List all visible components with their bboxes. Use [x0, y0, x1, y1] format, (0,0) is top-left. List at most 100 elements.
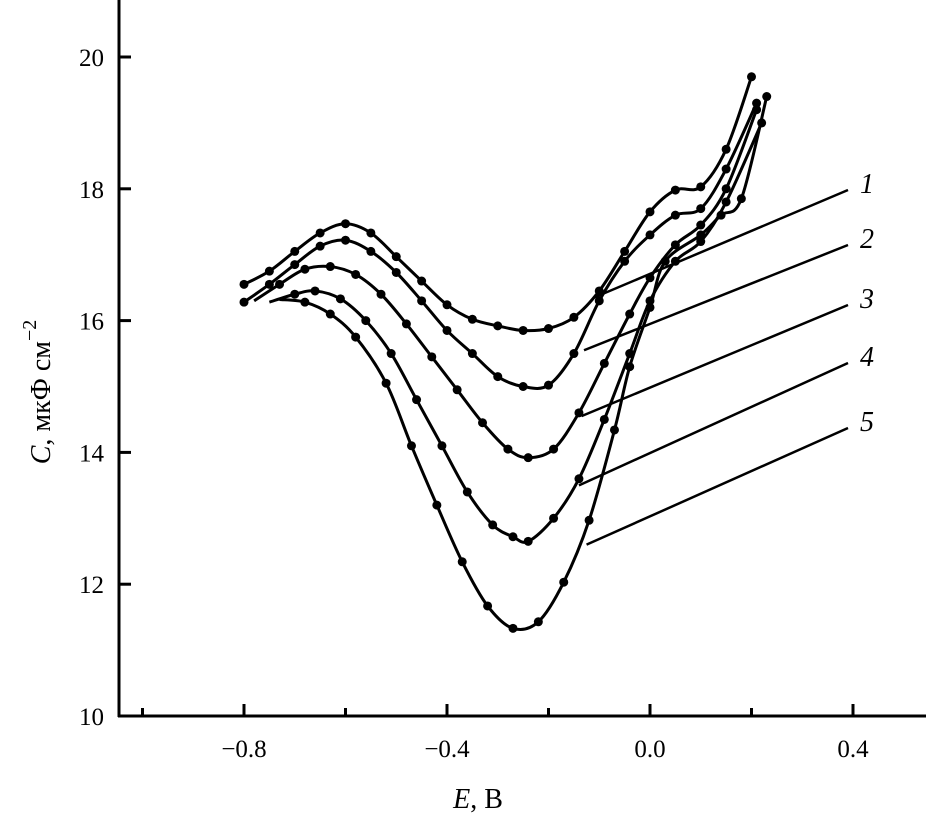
data-point [625, 309, 635, 319]
data-point [325, 262, 335, 272]
data-point [417, 276, 427, 286]
data-point [427, 352, 437, 362]
data-point [752, 98, 762, 108]
data-point [341, 219, 350, 229]
data-point [376, 289, 386, 299]
data-point [275, 279, 285, 289]
y-tick-label: 14 [79, 440, 105, 467]
x-tick-label: −0.4 [424, 736, 470, 763]
data-point [325, 309, 335, 319]
data-point [467, 314, 477, 324]
series-2 [239, 98, 762, 391]
data-point [752, 105, 762, 115]
data-point [696, 237, 706, 247]
data-point [341, 235, 350, 245]
data-point [452, 385, 462, 395]
series-line [279, 96, 769, 632]
data-point [645, 302, 655, 312]
series-1 [239, 72, 756, 335]
data-point [523, 536, 533, 546]
data-point [508, 623, 518, 633]
y-tick-label: 10 [79, 704, 104, 731]
data-point [584, 515, 594, 525]
data-point [478, 418, 488, 428]
x-axis-title: E, В [452, 784, 503, 815]
data-point [660, 256, 670, 266]
data-point [264, 279, 274, 289]
data-point [351, 332, 361, 342]
series-3 [253, 105, 762, 463]
data-point [483, 601, 493, 611]
data-point [315, 228, 325, 238]
data-point [696, 220, 706, 230]
data-point [645, 207, 655, 217]
data-point [721, 197, 731, 207]
data-point [290, 246, 300, 256]
series-label: 3 [859, 284, 874, 315]
data-point [406, 441, 416, 451]
data-point [503, 444, 513, 454]
data-point [391, 252, 401, 262]
data-point [518, 382, 528, 391]
data-point [335, 294, 345, 304]
data-point [351, 269, 361, 279]
data-point [366, 228, 376, 238]
data-point [716, 210, 726, 220]
data-point [747, 72, 756, 82]
data-point [645, 230, 655, 240]
data-point [417, 296, 427, 306]
leader-line [581, 303, 849, 418]
data-point [721, 184, 731, 194]
data-point [696, 204, 706, 214]
series-line [268, 122, 764, 544]
data-point [488, 520, 498, 530]
data-point [401, 319, 411, 329]
data-point [493, 372, 503, 382]
data-point [544, 324, 553, 334]
data-point [594, 296, 604, 306]
data-point [239, 279, 249, 289]
series-4 [268, 118, 767, 546]
data-point [437, 441, 447, 451]
data-point [609, 425, 619, 435]
data-point [493, 321, 503, 331]
data-point [381, 378, 391, 388]
leader-line [578, 361, 849, 487]
series-label: 2 [860, 224, 874, 255]
series-label: 5 [860, 407, 874, 438]
series-label: 1 [860, 169, 874, 200]
data-point [620, 256, 630, 266]
data-point [625, 362, 635, 372]
leader-line [586, 426, 849, 546]
data-point [670, 210, 680, 220]
data-point [599, 414, 609, 424]
data-point [523, 453, 533, 463]
data-point [315, 241, 325, 251]
data-point [696, 182, 706, 192]
data-point [310, 286, 320, 296]
data-point [366, 246, 376, 256]
data-point [239, 297, 249, 307]
data-point [670, 185, 680, 195]
data-point [670, 240, 680, 250]
data-point [508, 532, 518, 542]
series-5 [279, 92, 772, 633]
data-point [696, 230, 706, 240]
data-point [533, 617, 543, 627]
y-tick-label: 12 [79, 572, 104, 599]
data-point [559, 577, 569, 587]
series-line [253, 109, 758, 460]
series-label: 4 [860, 342, 874, 373]
y-tick-label: 20 [79, 45, 104, 72]
data-point [391, 267, 401, 277]
leader-line [593, 188, 849, 299]
y-tick-label: 16 [79, 309, 104, 336]
data-point [290, 260, 300, 270]
data-point [574, 474, 584, 484]
data-point [544, 380, 553, 390]
data-point [462, 487, 472, 497]
data-point [620, 246, 630, 256]
data-point [736, 194, 746, 204]
data-point [549, 513, 559, 523]
